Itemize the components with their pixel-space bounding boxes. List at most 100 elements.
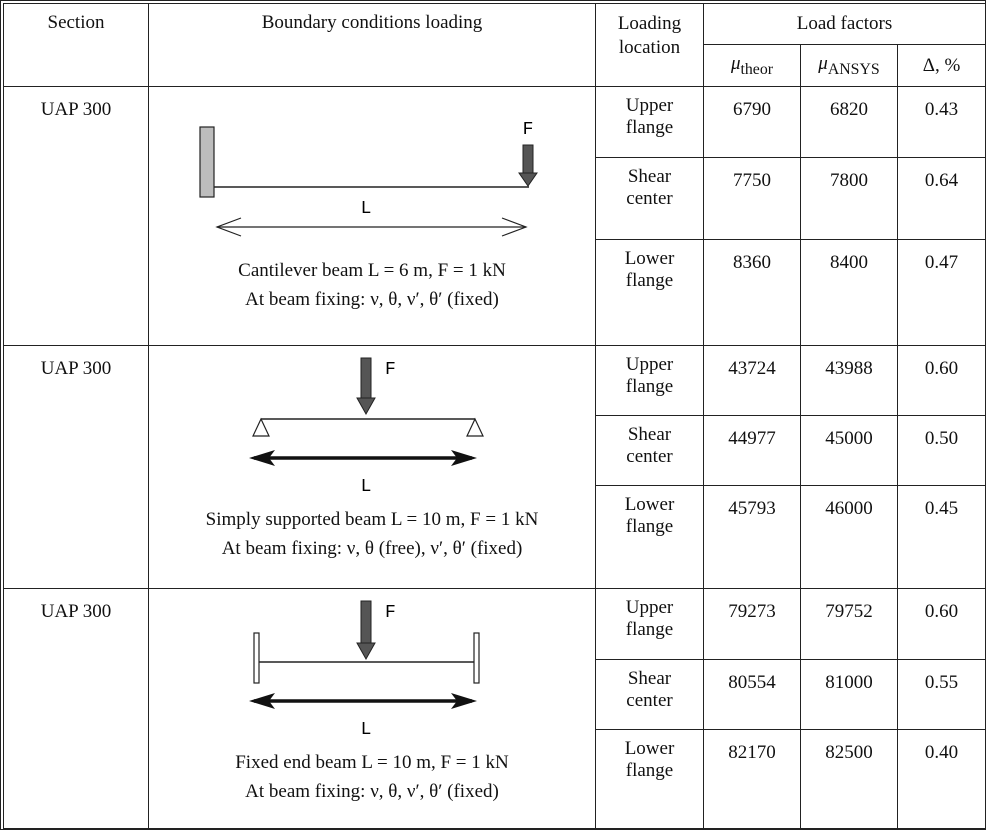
location-line1: Upper bbox=[625, 95, 674, 117]
caption-line-2: At beam fixing: ν, θ, ν′, θ′ (fixed) bbox=[245, 289, 499, 311]
mu-theor-value: 45793 bbox=[703, 485, 801, 590]
loading-location: Shear center bbox=[595, 658, 704, 731]
header-load-factors: Load factors bbox=[702, 3, 987, 45]
header-loading-location-line2: location bbox=[618, 37, 681, 58]
location-line2: flange bbox=[625, 270, 674, 292]
mu-theor-value: 79273 bbox=[703, 588, 801, 660]
location-line2: center bbox=[626, 187, 673, 209]
dimension-arrow-right bbox=[501, 217, 528, 238]
mu-ansys-value: 46000 bbox=[800, 485, 898, 590]
table-row: UAP 300 F L Simply supported beam L = 10… bbox=[3, 344, 987, 590]
loading-location: Upper flange bbox=[595, 86, 704, 158]
delta-value: 0.40 bbox=[896, 729, 987, 829]
dimension-arrow-left bbox=[249, 449, 275, 466]
diagram-caption: Cantilever beam L = 6 m, F = 1 kN At bea… bbox=[149, 256, 595, 314]
cantilever-diagram: F L bbox=[199, 120, 538, 238]
mu-ansys-value: 79752 bbox=[800, 588, 898, 660]
mu-ansys-value: 6820 bbox=[800, 86, 898, 158]
table-row: Shear center 7750 7800 0.64 bbox=[4, 156, 987, 241]
diagram-cell-simply-supported: F L Simply supported beam L = 10 m, F = … bbox=[148, 344, 596, 590]
mu-theor-value: 6790 bbox=[703, 86, 801, 158]
location-line1: Lower bbox=[624, 738, 675, 760]
location-line2: center bbox=[626, 445, 673, 467]
header-loading-location: Loading location bbox=[595, 2, 704, 88]
fixed-support-wall bbox=[199, 126, 215, 199]
delta-value: 0.55 bbox=[896, 658, 987, 731]
loading-location: Lower flange bbox=[595, 729, 704, 829]
length-label: L bbox=[361, 477, 372, 497]
location-line1: Lower bbox=[624, 248, 675, 270]
delta-value: 0.47 bbox=[896, 239, 987, 346]
delta-value: 0.60 bbox=[896, 344, 987, 416]
mu-theor-value: 80554 bbox=[703, 658, 801, 731]
diagram-cell-fixed-end: F L Fixed end beam L = 10 m, F = 1 kN At… bbox=[148, 588, 596, 829]
delta-value: 0.60 bbox=[896, 588, 987, 660]
diagram-caption: Fixed end beam L = 10 m, F = 1 kN At bea… bbox=[149, 748, 595, 806]
location-line2: flange bbox=[625, 619, 674, 641]
mu-symbol: μ bbox=[730, 52, 741, 74]
simply-supported-diagram: F L bbox=[249, 357, 484, 497]
caption-line-1: Cantilever beam L = 6 m, F = 1 kN bbox=[238, 260, 506, 282]
length-label: L bbox=[361, 720, 372, 740]
force-arrow-head bbox=[356, 397, 376, 415]
location-line2: flange bbox=[625, 760, 674, 782]
location-line1: Upper bbox=[625, 597, 674, 619]
delta-value: 0.45 bbox=[896, 485, 987, 590]
location-line1: Shear bbox=[627, 165, 672, 187]
mu-theor-value: 44977 bbox=[703, 414, 801, 487]
header-loading-location-line1: Loading bbox=[617, 13, 682, 34]
mu-theor-value: 8360 bbox=[703, 239, 801, 346]
length-label: L bbox=[361, 199, 372, 219]
mu-ansys-value: 82500 bbox=[800, 729, 898, 829]
section-cell: UAP 300 bbox=[3, 86, 149, 346]
table-row: Shear center 44977 45000 0.50 bbox=[4, 414, 987, 487]
table-row: Lower flange 82170 82500 0.40 bbox=[4, 729, 987, 829]
mu-ansys-value: 81000 bbox=[800, 658, 898, 731]
header-section: Section bbox=[3, 2, 149, 88]
mu-theor-value: 7750 bbox=[703, 156, 801, 241]
loading-location: Shear center bbox=[595, 156, 704, 241]
delta-value: 0.43 bbox=[896, 86, 987, 158]
results-table: Section Boundary conditions loading Load… bbox=[3, 2, 987, 829]
table-row: Shear center 80554 81000 0.55 bbox=[4, 658, 987, 731]
dimension-arrow-right bbox=[451, 449, 477, 466]
loading-location: Shear center bbox=[595, 414, 704, 487]
mu-symbol: μ bbox=[818, 52, 828, 74]
force-arrow-shaft bbox=[522, 144, 534, 174]
location-line1: Lower bbox=[624, 494, 675, 516]
header-mu-ansys: μANSYS bbox=[800, 43, 898, 88]
mu-ansys-value: 7800 bbox=[800, 156, 898, 241]
pin-support-left bbox=[252, 417, 270, 437]
fixed-support-right bbox=[473, 632, 480, 685]
location-line2: flange bbox=[625, 516, 674, 538]
caption-line-2: At beam fixing: ν, θ (free), ν′, θ′ (fix… bbox=[221, 537, 523, 559]
delta-value: 0.64 bbox=[896, 156, 987, 241]
loading-location: Lower flange bbox=[595, 239, 704, 346]
mu-theor-subscript: theor bbox=[740, 60, 774, 78]
force-label: F bbox=[385, 360, 396, 380]
mu-theor-value: 43724 bbox=[703, 344, 801, 416]
location-line1: Upper bbox=[625, 353, 674, 375]
dimension-arrow-right bbox=[451, 693, 477, 710]
dimension-arrow-left bbox=[249, 693, 275, 710]
section-cell: UAP 300 bbox=[3, 588, 149, 829]
force-arrow-shaft bbox=[360, 357, 372, 399]
delta-value: 0.50 bbox=[896, 414, 987, 487]
header-delta-percent: Δ, % bbox=[896, 43, 987, 88]
caption-line-1: Simply supported beam L = 10 m, F = 1 kN bbox=[205, 508, 539, 530]
location-line2: center bbox=[626, 689, 673, 711]
force-arrow-shaft bbox=[360, 600, 372, 644]
mu-ansys-value: 8400 bbox=[800, 239, 898, 346]
header-mu-theor: μtheor bbox=[703, 43, 801, 88]
table-row: Lower flange 8360 8400 0.47 bbox=[4, 239, 987, 346]
mu-theor-value: 82170 bbox=[703, 729, 801, 829]
table-row: UAP 300 F L Cantilever beam L = 6 m, F =… bbox=[3, 86, 987, 346]
location-line2: flange bbox=[625, 117, 674, 139]
location-line2: flange bbox=[625, 375, 674, 397]
header-boundary-conditions: Boundary conditions loading bbox=[148, 2, 596, 88]
force-label: F bbox=[385, 603, 396, 623]
location-line1: Shear bbox=[627, 423, 672, 445]
mu-ansys-value: 45000 bbox=[800, 414, 898, 487]
diagram-caption: Simply supported beam L = 10 m, F = 1 kN… bbox=[149, 505, 595, 563]
loading-location: Upper flange bbox=[595, 344, 704, 416]
